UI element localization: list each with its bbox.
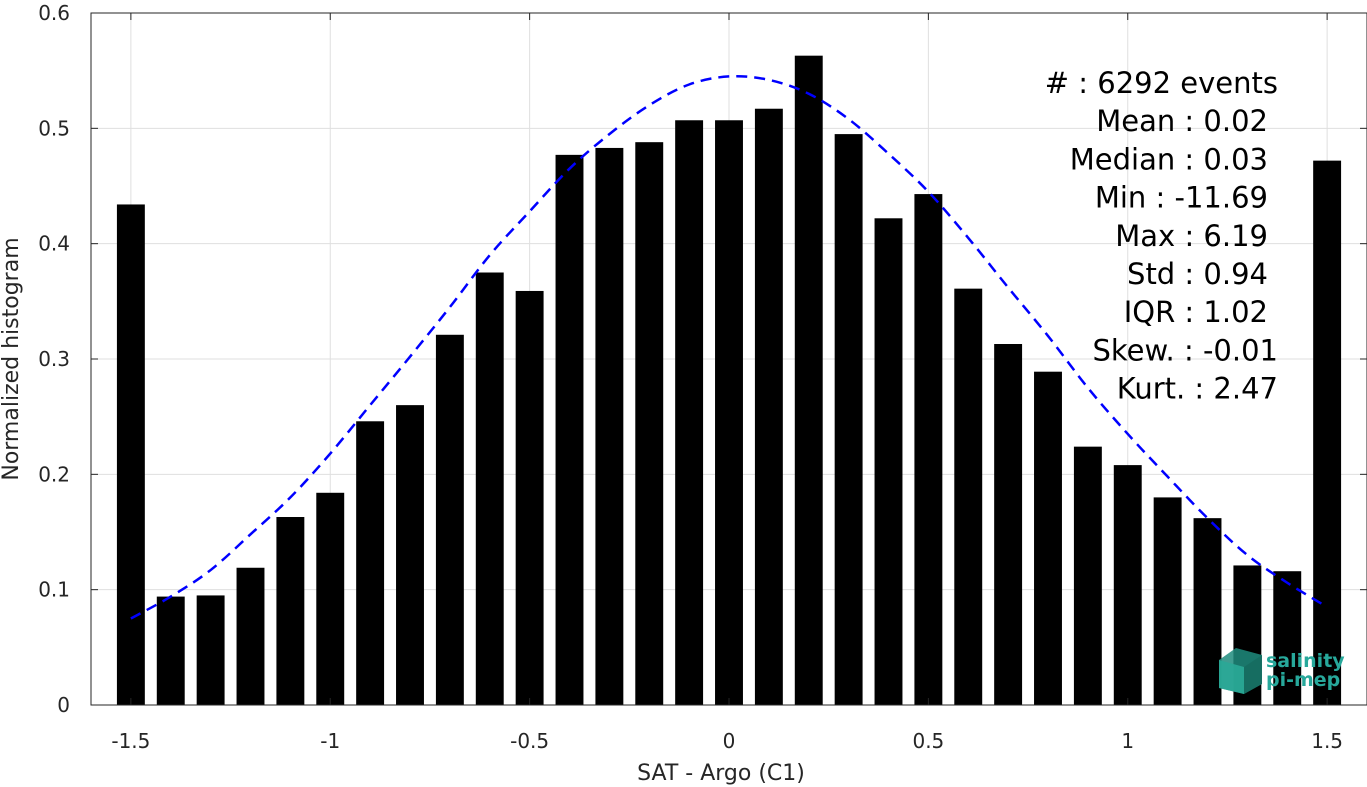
y-tick-label: 0.4: [38, 232, 70, 256]
histogram-bar: [555, 154, 584, 706]
histogram-bar: [396, 405, 424, 705]
stats-line: Kurt. : 2.47: [1117, 372, 1278, 406]
histogram-bar: [1034, 371, 1062, 705]
stats-line: Mean : 0.02: [1096, 104, 1268, 138]
bars: [116, 55, 1342, 706]
x-tick-label: -1: [320, 729, 340, 753]
histogram-bar: [196, 595, 225, 705]
y-axis-ticks: 0 0.1 0.2 0.3 0.4 0.5 0.6: [38, 1, 1367, 717]
histogram-bar: [276, 517, 305, 705]
histogram-bar: [156, 596, 185, 705]
x-tick-label: -1.5: [111, 729, 150, 753]
histogram-bar: [236, 567, 265, 705]
x-tick-label: 0: [723, 729, 736, 753]
x-tick-label: -0.5: [510, 729, 549, 753]
x-tick-label: 0.5: [912, 729, 944, 753]
histogram-bar: [1273, 571, 1302, 705]
histogram-bar: [794, 55, 823, 705]
stats-box: # : 6292 events Mean : 0.02 Median : 0.03 M…: [1045, 66, 1278, 406]
y-tick-label: 0: [57, 693, 70, 717]
salinity-pi-mep-logo: salinity pi-mep: [1219, 648, 1345, 694]
y-tick-label: 0.5: [38, 116, 70, 140]
histogram-bar: [874, 218, 903, 705]
histogram-bar: [316, 492, 345, 705]
x-axis-ticks: -1.5 -1 -0.5 0 0.5 1 1.5: [111, 13, 1343, 753]
histogram-bar: [1153, 497, 1182, 705]
y-tick-label: 0.3: [38, 347, 70, 371]
stats-line: IQR : 1.02: [1124, 295, 1268, 329]
cube-icon: [1219, 648, 1262, 694]
histogram-bar: [1073, 446, 1102, 705]
stats-line: Skew. : -0.01: [1092, 333, 1278, 367]
y-tick-label: 0.1: [38, 578, 70, 602]
histogram-bar: [914, 194, 943, 705]
histogram-bar: [356, 421, 385, 705]
histogram-bar: [475, 272, 504, 705]
histogram-bar: [1313, 160, 1342, 706]
histogram-bar: [994, 344, 1023, 705]
histogram-bar: [1193, 518, 1222, 705]
histogram-bar: [1113, 465, 1142, 705]
logo-line-2: pi-mep: [1266, 669, 1340, 691]
fit-curve: [130, 74, 1328, 620]
histogram-bar: [954, 288, 983, 705]
x-axis-label: SAT - Argo (C1): [637, 761, 805, 786]
histogram-bar: [834, 134, 863, 706]
histogram-bar: [595, 147, 624, 705]
y-axis-label: Normalized histogram: [0, 237, 24, 480]
histogram-bar: [116, 204, 145, 705]
histogram-bar: [715, 120, 743, 705]
y-tick-label: 0.2: [38, 462, 70, 486]
stats-line: Min : -11.69: [1095, 181, 1268, 215]
histogram-bar: [515, 290, 544, 705]
histogram-bar: [675, 120, 704, 705]
stats-line: Std : 0.94: [1127, 257, 1268, 291]
stats-line: Median : 0.03: [1070, 142, 1268, 176]
histogram-bar: [435, 334, 464, 705]
stats-line: # : 6292 events: [1045, 66, 1278, 100]
stats-line: Max : 6.19: [1115, 219, 1268, 253]
logo-line-1: salinity: [1266, 650, 1345, 672]
histogram-bar: [754, 108, 783, 705]
x-tick-label: 1: [1121, 729, 1134, 753]
x-tick-label: 1.5: [1311, 729, 1343, 753]
y-tick-label: 0.6: [38, 1, 70, 25]
histogram-bar: [635, 142, 664, 705]
